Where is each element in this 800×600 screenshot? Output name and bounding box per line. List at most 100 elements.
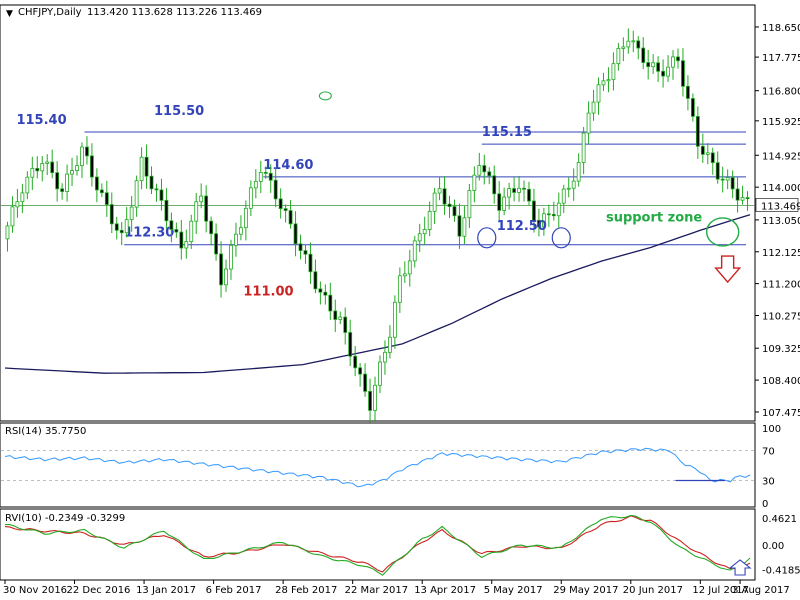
candle-body xyxy=(239,227,243,235)
candle-body xyxy=(452,206,457,217)
rsi-label: RSI(14) 35.7750 xyxy=(5,426,86,437)
candle-body xyxy=(303,250,308,255)
candle-body xyxy=(104,192,109,205)
candle-body xyxy=(263,172,268,174)
candle-body xyxy=(621,46,626,49)
candle-body xyxy=(35,168,40,172)
annotation-2: 111.00 xyxy=(243,285,293,300)
annotation-0: 115.50 xyxy=(154,104,204,119)
header-arrow-icon: ▼ xyxy=(6,9,13,19)
candle-body xyxy=(437,188,442,194)
candle-body xyxy=(676,56,680,62)
ohlc-values: 113.420 113.628 113.226 113.469 xyxy=(87,7,262,18)
candle-body xyxy=(134,180,139,208)
candle-body xyxy=(641,47,646,63)
candle-body xyxy=(283,208,288,211)
candle-body xyxy=(671,56,675,68)
x-tick-label: 5 May 2017 xyxy=(484,585,543,596)
candle-body xyxy=(5,225,10,240)
candle-body xyxy=(353,355,358,369)
candle-body xyxy=(149,175,154,190)
y-tick-label: 117.775 xyxy=(762,53,800,64)
candle-body xyxy=(343,316,348,333)
rsi-pane xyxy=(0,422,756,508)
support-zone-circle xyxy=(705,217,740,247)
y-tick-label: 114.925 xyxy=(762,151,800,162)
candle-body xyxy=(169,220,174,230)
candle-body xyxy=(422,229,427,235)
candle-body xyxy=(243,207,248,229)
candle-body xyxy=(551,213,556,217)
x-tick-label: 13 Apr 2017 xyxy=(414,585,476,596)
candle-body xyxy=(482,165,487,173)
y-tick-label: 114.000 xyxy=(762,183,800,194)
candle-body xyxy=(457,215,462,237)
y-tick-label: 107.475 xyxy=(762,408,800,419)
candle-body xyxy=(139,156,144,182)
candle-body xyxy=(695,116,700,147)
candle-body xyxy=(417,233,422,242)
candle-body xyxy=(25,176,30,194)
candle-body xyxy=(129,206,134,221)
candle-body xyxy=(124,219,129,234)
candle-body xyxy=(308,253,313,273)
candle-body xyxy=(50,161,55,174)
candle-body xyxy=(502,196,507,211)
candle-body xyxy=(636,40,641,49)
candle-body xyxy=(358,367,363,375)
candle-body xyxy=(720,178,725,181)
candle-body xyxy=(144,156,149,177)
x-tick-label: 12 Jul 2017 xyxy=(692,585,749,596)
candle-body xyxy=(492,175,497,195)
rvi-tick-label: -0.4185 xyxy=(762,565,800,576)
candle-body xyxy=(581,132,586,163)
candle-body xyxy=(288,210,293,225)
candle-body xyxy=(373,384,377,411)
price-tag xyxy=(755,198,799,212)
candle-body xyxy=(383,351,387,363)
x-tick-label: 3 Aug 2017 xyxy=(732,585,790,596)
annotation-1: 112.50 xyxy=(497,219,547,234)
candle-body xyxy=(109,204,114,225)
x-tick-label: 6 Feb 2017 xyxy=(206,585,262,596)
rsi-tick-label: 100 xyxy=(762,424,781,435)
candle-body xyxy=(214,233,218,255)
candle-body xyxy=(442,188,447,205)
candle-body xyxy=(209,220,214,235)
y-tick-label: 109.325 xyxy=(762,344,800,355)
candle-body xyxy=(258,172,263,182)
candle-body xyxy=(656,62,661,72)
candle-body xyxy=(174,229,179,233)
candle-body xyxy=(313,271,318,290)
rsi-tick-label: 70 xyxy=(762,447,775,458)
candle-body xyxy=(601,80,606,86)
rvi-tick-label: 0.4621 xyxy=(762,514,797,525)
candle-body xyxy=(378,361,382,386)
candle-body xyxy=(65,173,69,192)
rvi-tick-label: 0.00 xyxy=(762,541,784,552)
x-tick-label: 22 Dec 2016 xyxy=(67,585,131,596)
candle-body xyxy=(159,189,164,201)
candle-body xyxy=(571,180,576,189)
candle-body xyxy=(651,62,656,68)
candle-body xyxy=(561,188,566,204)
candle-body xyxy=(204,195,209,222)
candle-body xyxy=(234,233,238,246)
rvi-signal-line xyxy=(4,515,751,573)
candle-body xyxy=(224,268,228,286)
support-circle-1 xyxy=(477,227,497,249)
candle-body xyxy=(318,288,323,293)
candle-body xyxy=(541,213,546,228)
x-tick-label: 28 Feb 2017 xyxy=(275,585,337,596)
y-tick-label: 108.400 xyxy=(762,376,800,387)
candle-body xyxy=(432,192,437,212)
candle-body xyxy=(60,188,65,192)
candle-body xyxy=(30,168,35,178)
candle-body xyxy=(586,112,591,134)
candle-body xyxy=(194,201,199,222)
rvi-pane xyxy=(0,508,756,581)
candle-body xyxy=(447,203,452,207)
annotation-3: support zone xyxy=(606,211,702,226)
candle-body xyxy=(527,188,531,202)
